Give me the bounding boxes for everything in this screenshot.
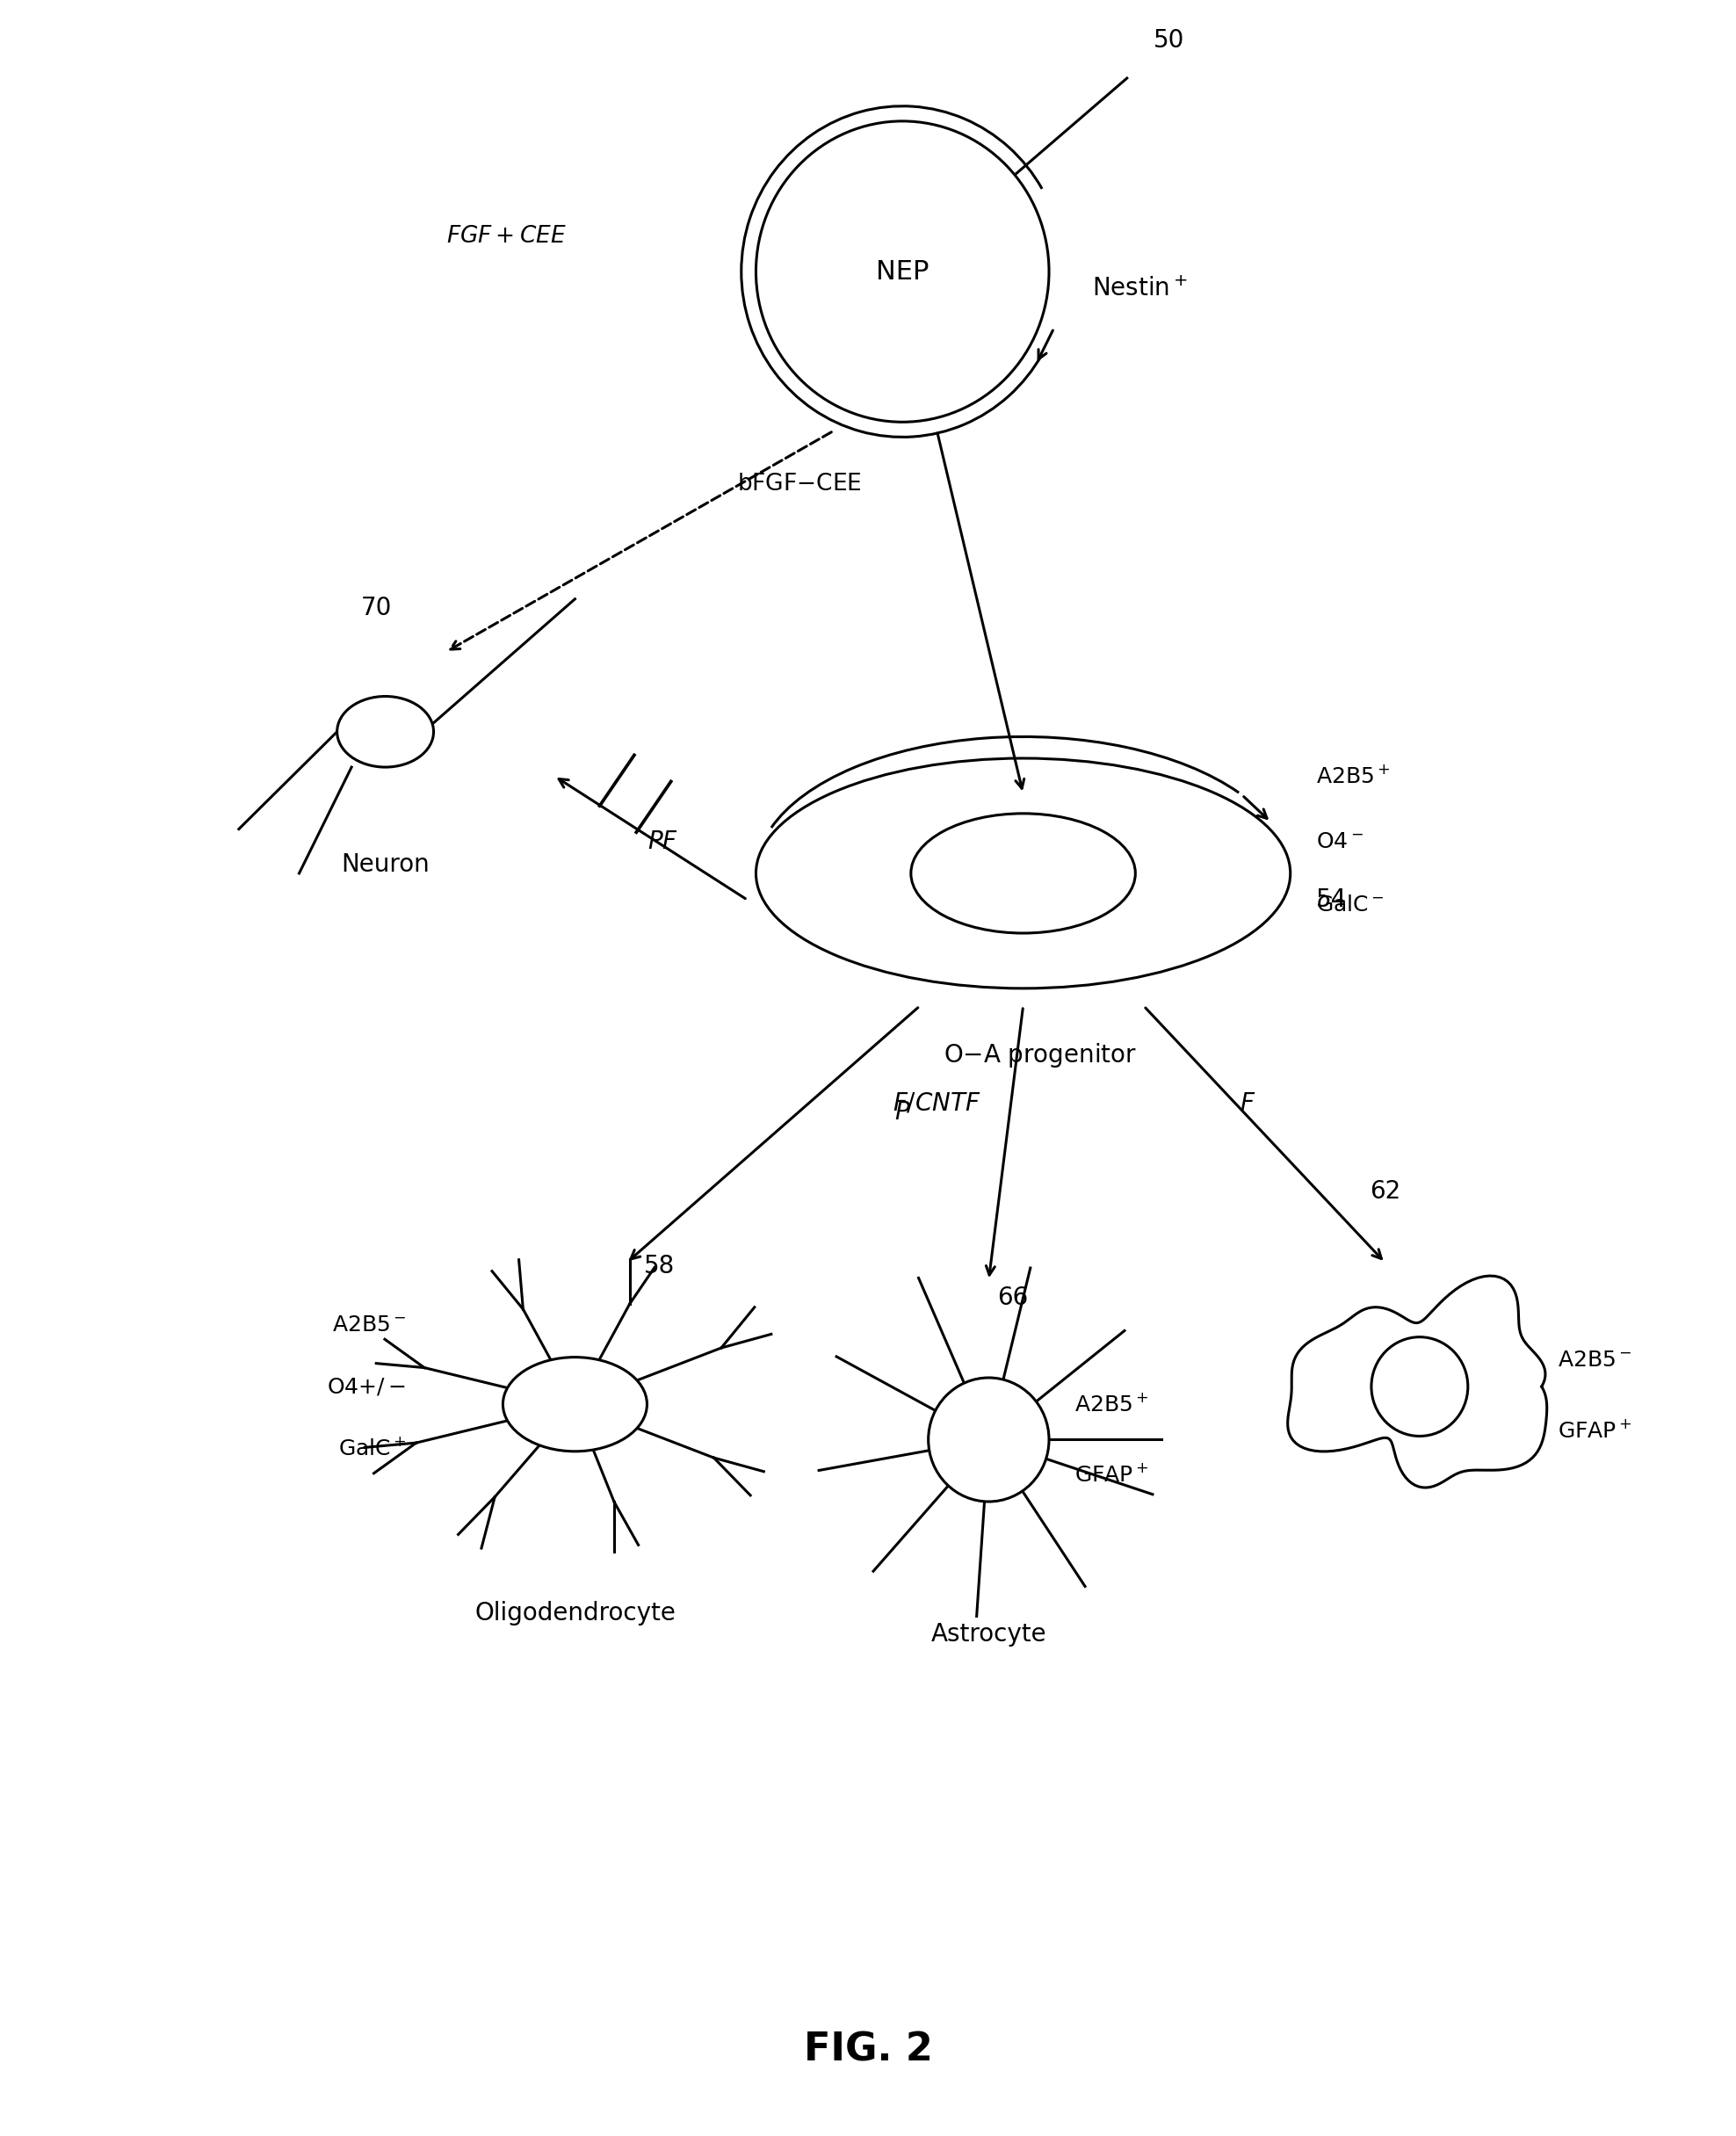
Text: Nestin$^+$: Nestin$^+$ — [1092, 278, 1187, 301]
Ellipse shape — [911, 814, 1135, 933]
Text: A2B5$^-$: A2B5$^-$ — [1557, 1350, 1632, 1371]
Text: GFAP$^+$: GFAP$^+$ — [1075, 1463, 1149, 1487]
Text: bFGF$-$CEE: bFGF$-$CEE — [736, 472, 861, 496]
Text: $P$: $P$ — [894, 1100, 911, 1124]
Text: Oligodendrocyte: Oligodendrocyte — [474, 1600, 675, 1625]
Text: $FGF+CEE$: $FGF+CEE$ — [446, 224, 566, 248]
Text: 62: 62 — [1370, 1179, 1401, 1205]
Text: $F$: $F$ — [1240, 1091, 1255, 1115]
Text: $PF$: $PF$ — [648, 829, 679, 854]
Text: FIG. 2: FIG. 2 — [804, 2031, 932, 2070]
Text: O4$^-$: O4$^-$ — [1316, 831, 1364, 852]
Polygon shape — [1288, 1275, 1547, 1487]
Text: $F/CNTF$: $F/CNTF$ — [892, 1091, 981, 1115]
Text: GalC$^+$: GalC$^+$ — [339, 1438, 406, 1459]
Text: A2B5$^+$: A2B5$^+$ — [1075, 1393, 1149, 1416]
Ellipse shape — [337, 696, 434, 767]
Text: 66: 66 — [996, 1286, 1028, 1309]
Text: Neuron: Neuron — [340, 852, 429, 876]
Text: O4$+/-$: O4$+/-$ — [326, 1376, 406, 1397]
Text: 70: 70 — [361, 596, 392, 619]
Text: GFAP$^+$: GFAP$^+$ — [1557, 1420, 1632, 1442]
Ellipse shape — [503, 1356, 648, 1450]
Text: A2B5$^+$: A2B5$^+$ — [1316, 765, 1391, 786]
Text: 50: 50 — [1154, 28, 1186, 51]
Text: Astrocyte: Astrocyte — [930, 1621, 1047, 1647]
Text: NEP: NEP — [877, 258, 929, 284]
Text: A2B5$^-$: A2B5$^-$ — [332, 1314, 406, 1335]
Circle shape — [755, 122, 1049, 423]
Text: O$-$A progenitor: O$-$A progenitor — [944, 1042, 1137, 1070]
Ellipse shape — [755, 758, 1290, 989]
Text: 58: 58 — [644, 1254, 675, 1279]
Circle shape — [1371, 1337, 1469, 1435]
Text: GalC$^-$: GalC$^-$ — [1316, 895, 1384, 916]
Text: 54: 54 — [1316, 889, 1347, 912]
Circle shape — [929, 1378, 1049, 1502]
